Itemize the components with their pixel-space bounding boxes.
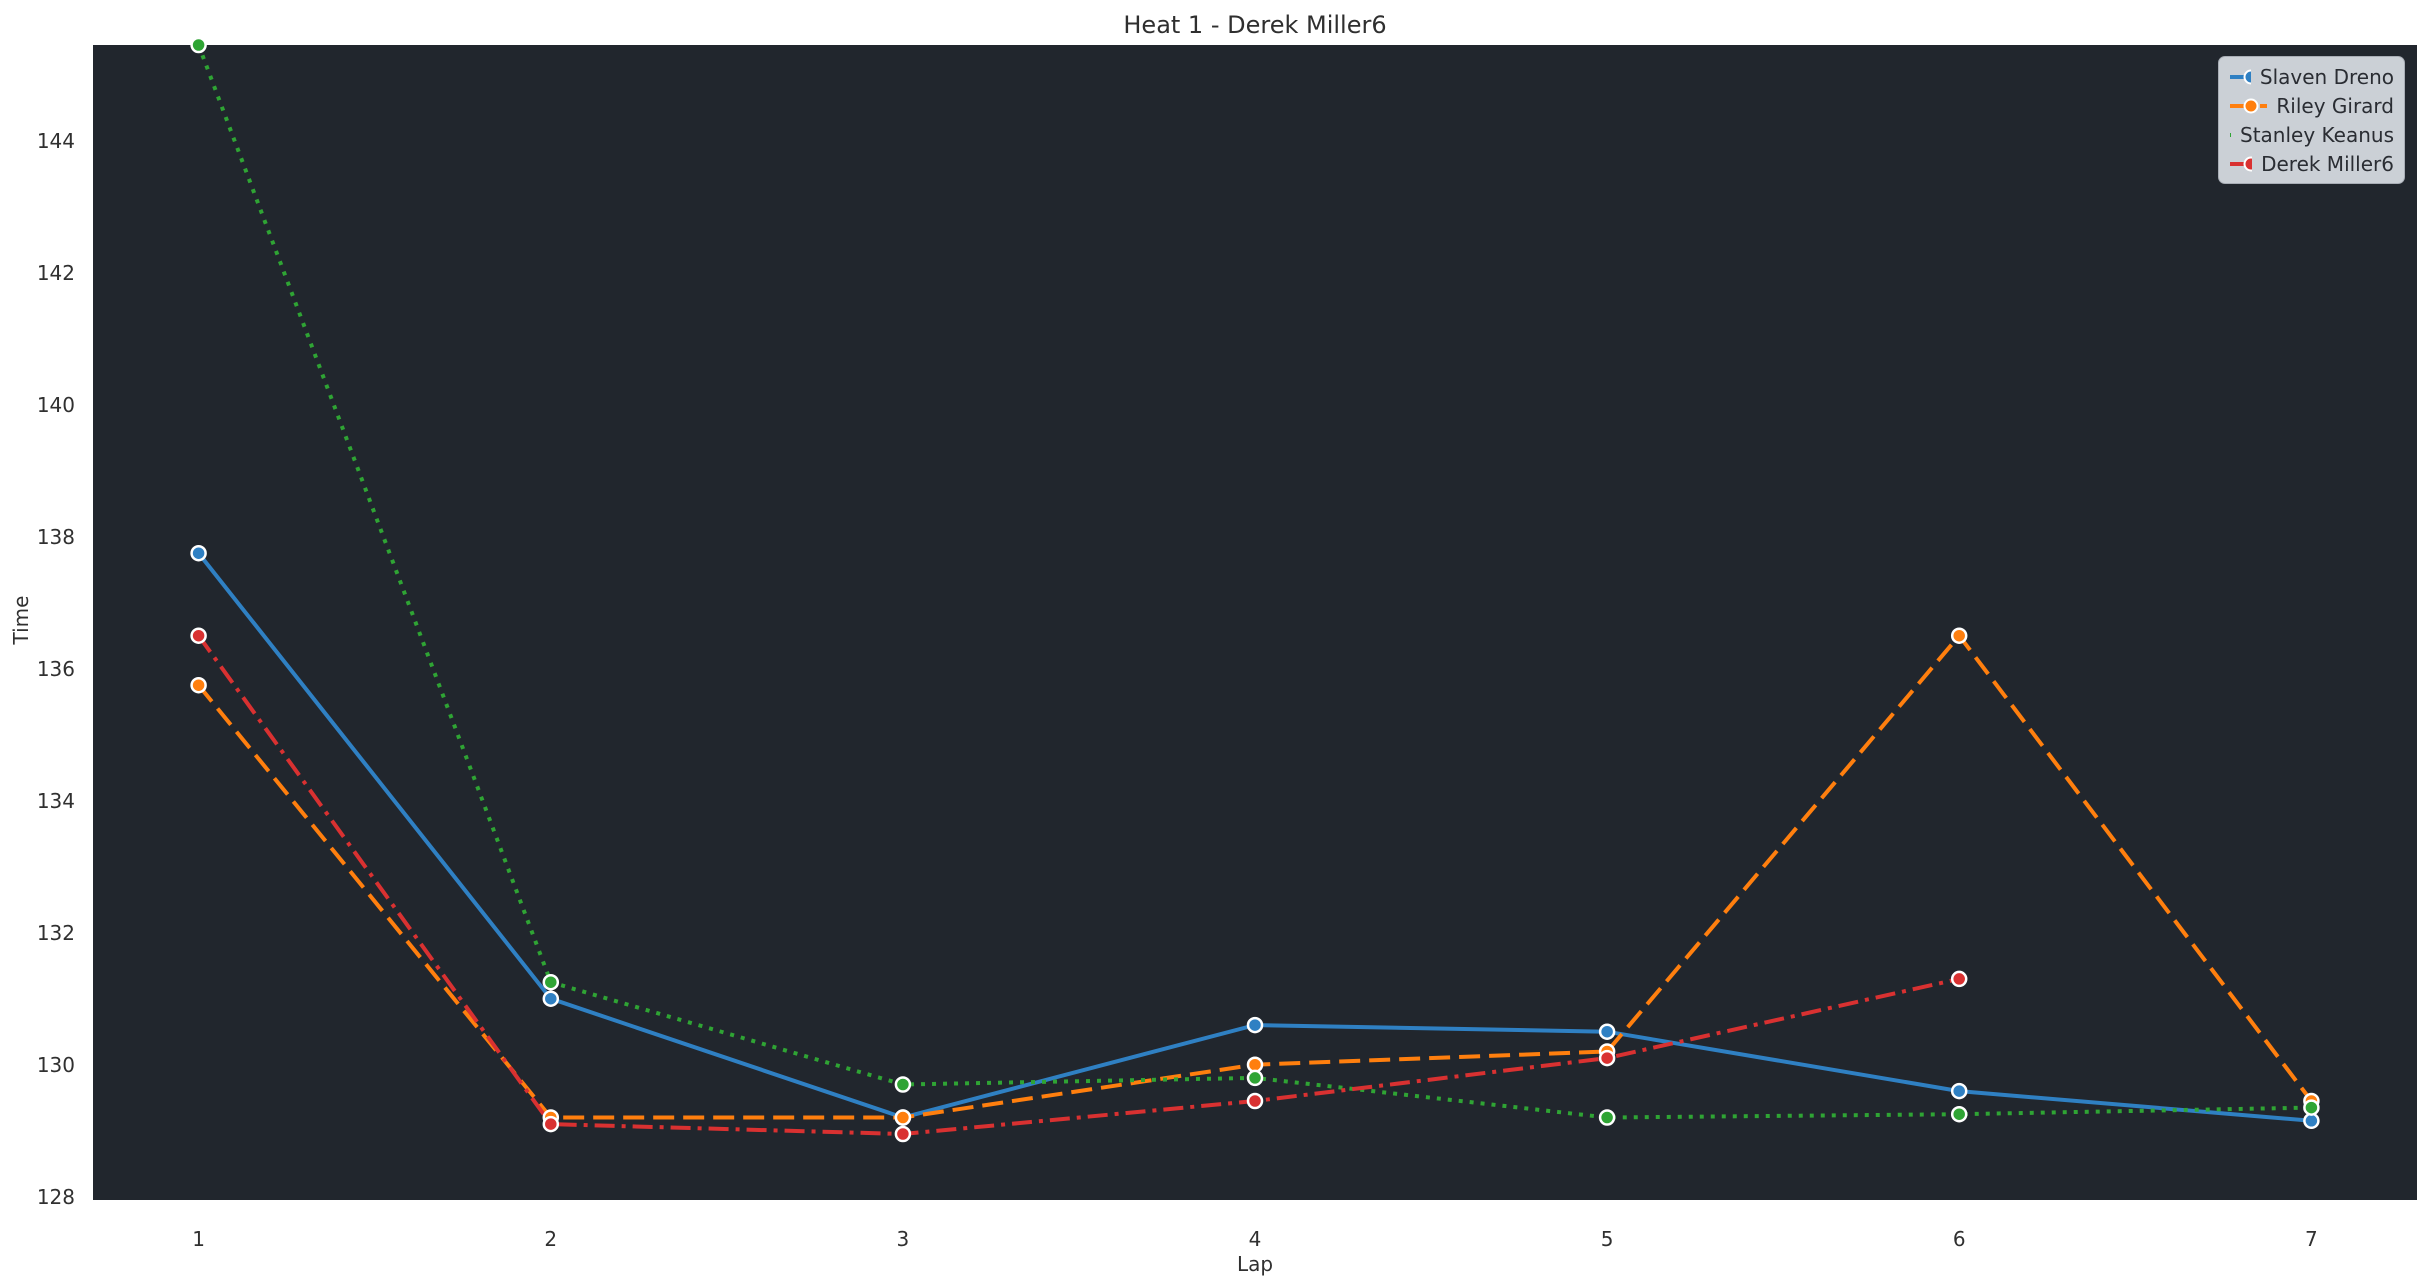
data-point-marker bbox=[542, 1115, 560, 1133]
legend-marker bbox=[2243, 98, 2259, 113]
y-tick-label: 132 bbox=[36, 920, 75, 945]
legend-entry-3: Derek Miller6 bbox=[2229, 151, 2394, 176]
legend-entry-1: Riley Girard bbox=[2229, 93, 2394, 118]
series-line-1 bbox=[197, 632, 2313, 1120]
legend-entry-2: Stanley Keanus bbox=[2229, 122, 2394, 147]
data-point-marker bbox=[542, 990, 560, 1007]
y-axis-label: Time bbox=[9, 595, 33, 645]
x-tick-label: 5 bbox=[1600, 1227, 1614, 1251]
data-point-marker bbox=[1598, 1023, 1616, 1040]
x-tick-label: 4 bbox=[1248, 1227, 1262, 1251]
data-point-marker bbox=[1598, 1109, 1616, 1126]
legend-label: Stanley Keanus bbox=[2240, 122, 2394, 147]
data-point-marker bbox=[190, 676, 207, 694]
y-tick-label: 134 bbox=[36, 788, 75, 813]
y-tick-label: 128 bbox=[36, 1184, 75, 1209]
legend-label: Riley Girard bbox=[2276, 93, 2394, 118]
legend-entry-0: Slaven Dreno bbox=[2229, 64, 2394, 89]
legend-label: Derek Miller6 bbox=[2261, 151, 2394, 176]
x-tick-label: 6 bbox=[1952, 1227, 1966, 1251]
legend-label: Slaven Dreno bbox=[2259, 64, 2394, 89]
legend-line-sample bbox=[2230, 156, 2253, 171]
data-point-marker bbox=[1598, 1049, 1616, 1067]
x-tick-label: 3 bbox=[896, 1227, 910, 1251]
series-line-3 bbox=[196, 634, 1960, 1137]
y-tick-label: 140 bbox=[36, 392, 75, 417]
data-point-marker bbox=[190, 36, 207, 54]
plot-area bbox=[93, 45, 2417, 1200]
data-point-marker bbox=[1950, 627, 1968, 644]
y-tick-label: 144 bbox=[36, 128, 75, 153]
data-point-marker bbox=[1950, 1105, 1968, 1123]
data-point-marker bbox=[1246, 1016, 1264, 1034]
data-point-marker bbox=[1950, 1082, 1968, 1100]
data-point-marker bbox=[1950, 970, 1968, 988]
x-tick-label: 2 bbox=[544, 1227, 558, 1251]
series-line-0 bbox=[197, 551, 2312, 1123]
data-point-marker bbox=[894, 1109, 912, 1126]
data-point-marker bbox=[1246, 1056, 1264, 1073]
data-point-marker bbox=[894, 1125, 912, 1143]
data-point-marker bbox=[2303, 1112, 2320, 1130]
chart-title: Heat 1 - Derek Miller6 bbox=[1123, 11, 1387, 39]
y-tick-label: 138 bbox=[36, 524, 75, 549]
x-tick-label: 7 bbox=[2304, 1227, 2318, 1251]
data-point-marker bbox=[190, 627, 207, 644]
y-tick-label: 130 bbox=[36, 1052, 75, 1077]
y-tick-label: 142 bbox=[36, 260, 75, 285]
x-tick-label: 1 bbox=[192, 1227, 205, 1251]
x-axis-label: Lap bbox=[1236, 1252, 1274, 1276]
legend: Slaven Dreno Riley Girard Stanley Keanus De… bbox=[2218, 56, 2405, 184]
legend-line-sample bbox=[2230, 69, 2251, 84]
data-point-marker bbox=[190, 544, 207, 562]
data-point-marker bbox=[2303, 1099, 2320, 1116]
legend-marker bbox=[2243, 156, 2253, 171]
data-point-marker bbox=[1246, 1092, 1264, 1110]
data-point-marker bbox=[542, 973, 560, 991]
data-point-marker bbox=[1246, 1069, 1264, 1087]
legend-line-sample bbox=[2230, 132, 2232, 137]
y-tick-label: 136 bbox=[36, 656, 75, 681]
legend-line-sample bbox=[2230, 98, 2268, 113]
legend-marker bbox=[2243, 69, 2251, 84]
data-point-marker bbox=[894, 1076, 912, 1093]
